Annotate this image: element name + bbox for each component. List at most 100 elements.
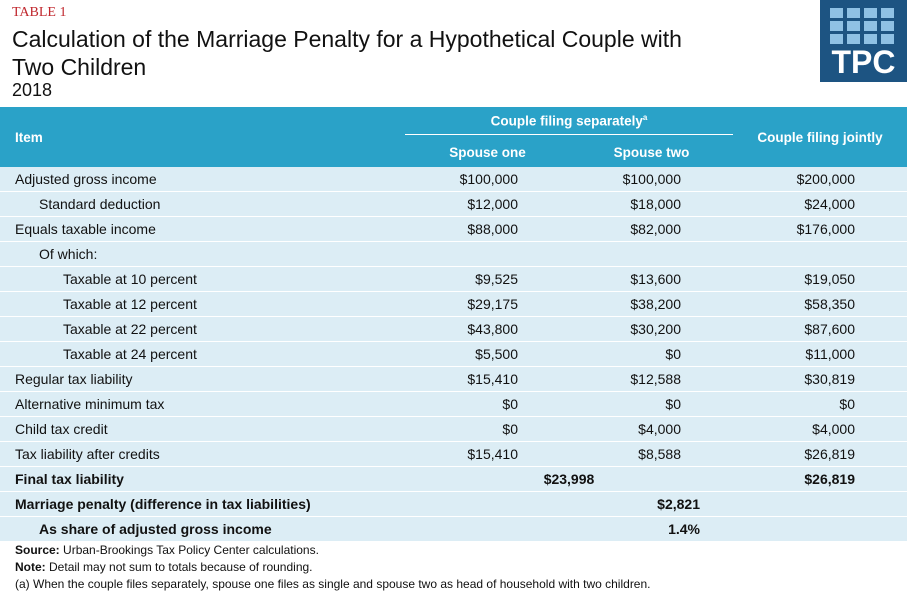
cell: $100,000	[405, 167, 570, 192]
cell: Taxable at 24 percent	[0, 341, 405, 367]
logo-square	[830, 21, 843, 31]
cell: $18,000	[570, 191, 733, 217]
cell: Equals taxable income	[0, 216, 405, 242]
logo-text: TPC	[831, 44, 896, 80]
cell: $0	[570, 341, 733, 367]
row: Alternative minimum tax $0 $0 $0	[0, 391, 907, 417]
cell: $12,000	[405, 191, 570, 217]
note: Urban-Brookings Tax Policy Center calcul…	[63, 543, 319, 557]
cell: $26,819	[733, 441, 907, 467]
row: Final tax liability $23,998 $26,819	[0, 466, 907, 492]
cell: $24,000	[733, 191, 907, 217]
year: 2018	[12, 80, 53, 100]
cell: Child tax credit	[0, 416, 405, 442]
logo-square	[881, 34, 894, 44]
cell: $23,998	[405, 466, 733, 492]
cell: $88,000	[405, 216, 570, 242]
cell: Adjusted gross income	[0, 167, 405, 192]
header-cell: Spouse two	[570, 137, 733, 167]
header-cell: Couple filing separatelya	[405, 107, 733, 137]
note: Detail may not sum to totals because of …	[49, 560, 313, 574]
logo-square	[864, 34, 877, 44]
cell: $58,350	[733, 291, 907, 317]
title: Calculation of the Marriage Penalty for …	[12, 26, 682, 80]
cell: $2,821	[570, 491, 733, 517]
logo-square	[847, 8, 860, 18]
cell: $4,000	[733, 416, 907, 442]
cell: Standard deduction	[0, 191, 405, 217]
cell	[570, 241, 733, 267]
row: Taxable at 12 percent $29,175 $38,200 $58,3…	[0, 291, 907, 317]
cell: $87,600	[733, 316, 907, 342]
cell: $30,819	[733, 366, 907, 392]
group-header: Couple filing separately	[490, 113, 643, 129]
cell: $0	[733, 391, 907, 417]
cell: As share of adjusted gross income	[0, 516, 570, 542]
row: Marriage penalty (difference in tax liab…	[0, 491, 907, 517]
row: Adjusted gross income $100,000 $100,000 $20…	[0, 167, 907, 192]
header-cell: Couple filing jointly	[733, 107, 907, 167]
cell: Alternative minimum tax	[0, 391, 405, 417]
cell: $82,000	[570, 216, 733, 242]
row: As share of adjusted gross income 1.4%	[0, 516, 907, 542]
row: Regular tax liability $15,410 $12,588 $30,8…	[0, 366, 907, 392]
cell: $15,410	[405, 366, 570, 392]
cell: $11,000	[733, 341, 907, 367]
cell: $29,175	[405, 291, 570, 317]
row: Equals taxable income $88,000 $82,000 $176,…	[0, 216, 907, 242]
cell: $200,000	[733, 167, 907, 192]
cell: $19,050	[733, 266, 907, 292]
logo-square	[830, 8, 843, 18]
cell: $43,800	[405, 316, 570, 342]
logo-square	[864, 8, 877, 18]
cell: Taxable at 12 percent	[0, 291, 405, 317]
cell	[405, 241, 570, 267]
cell: Tax liability after credits	[0, 441, 405, 467]
cell: $12,588	[570, 366, 733, 392]
header-cell: Item	[0, 107, 405, 167]
row: Taxable at 22 percent $43,800 $30,200 $87,6…	[0, 316, 907, 342]
cell: $30,200	[570, 316, 733, 342]
footnote: (a) When the couple files separately, sp…	[15, 577, 651, 591]
cell: $0	[405, 416, 570, 442]
row: Of which:	[0, 241, 907, 267]
footnote-mark: a	[642, 113, 648, 123]
cell: $26,819	[733, 466, 907, 492]
cell	[733, 241, 907, 267]
notes: Source: Urban-Brookings Tax Policy Cente…	[15, 542, 651, 593]
cell: $15,410	[405, 441, 570, 467]
logo-square	[881, 8, 894, 18]
cell: $13,600	[570, 266, 733, 292]
logo-square	[847, 34, 860, 44]
logo-square	[830, 34, 843, 44]
cell: $38,200	[570, 291, 733, 317]
cell: Final tax liability	[0, 466, 405, 492]
cell: Taxable at 22 percent	[0, 316, 405, 342]
cell: Regular tax liability	[0, 366, 405, 392]
logo-square	[864, 21, 877, 31]
cell: $176,000	[733, 216, 907, 242]
row: Standard deduction $12,000 $18,000 $24,000	[0, 191, 907, 217]
cell: Of which:	[0, 241, 405, 267]
cell: $9,525	[405, 266, 570, 292]
note-label: Note:	[15, 560, 46, 574]
note-label: Source:	[15, 543, 60, 557]
cell: $8,588	[570, 441, 733, 467]
logo-square	[881, 21, 894, 31]
logo-square	[847, 21, 860, 31]
cell: $0	[405, 391, 570, 417]
cell: Taxable at 10 percent	[0, 266, 405, 292]
cell: 1.4%	[570, 516, 733, 542]
logo: TPC	[820, 0, 907, 82]
cell: $0	[570, 391, 733, 417]
header-cell: Spouse one	[405, 137, 570, 167]
table: Item Couple filing separatelya Couple fi…	[0, 107, 907, 542]
row: Taxable at 10 percent $9,525 $13,600 $19,05…	[0, 266, 907, 292]
table-label: TABLE 1	[12, 5, 67, 20]
cell: $5,500	[405, 341, 570, 367]
cell	[733, 491, 907, 517]
row: Child tax credit $0 $4,000 $4,000	[0, 416, 907, 442]
row: Tax liability after credits $15,410 $8,588…	[0, 441, 907, 467]
cell	[733, 516, 907, 542]
